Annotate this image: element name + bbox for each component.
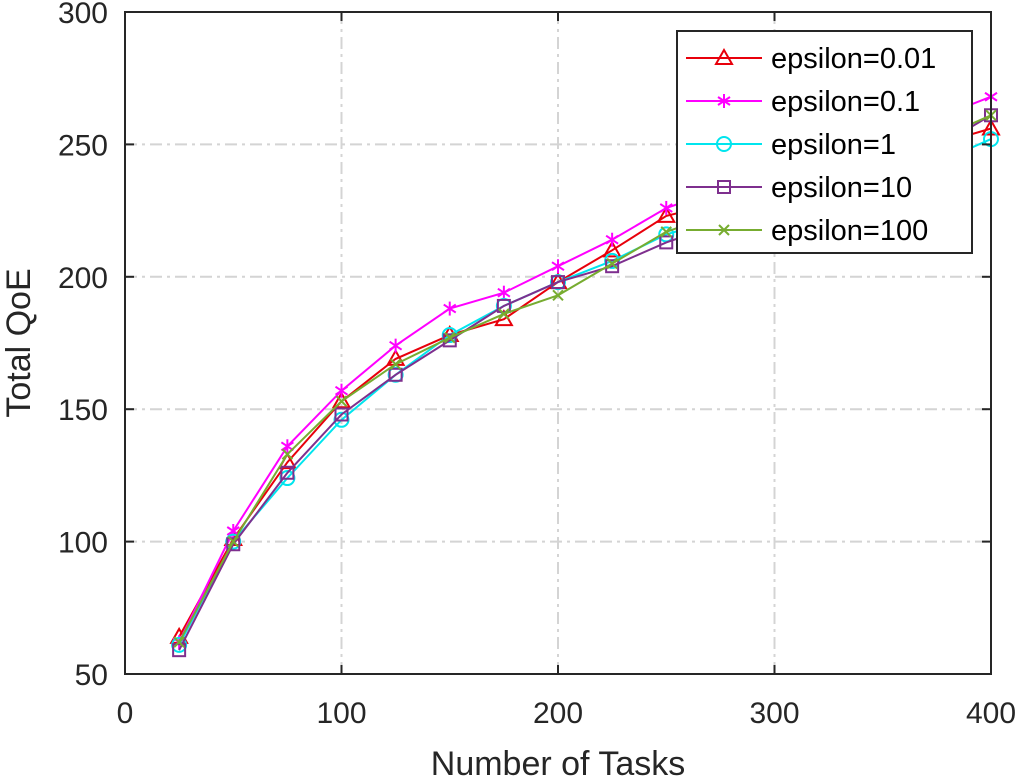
data-point <box>551 275 565 290</box>
data-point <box>551 259 565 274</box>
y-tick-label: 300 <box>58 0 108 30</box>
legend-marker <box>717 180 731 194</box>
data-point <box>606 257 618 270</box>
legend-item: epsilon=100 <box>686 215 928 247</box>
data-point <box>605 232 619 247</box>
y-tick-label: 250 <box>58 129 108 162</box>
data-point <box>497 285 511 300</box>
legend-item: epsilon=0.01 <box>686 43 936 75</box>
data-point <box>602 240 622 258</box>
x-tick-label: 300 <box>749 697 799 730</box>
data-point <box>659 200 673 215</box>
x-tick-label: 100 <box>316 697 366 730</box>
data-point <box>443 301 457 316</box>
y-tick-label: 150 <box>58 394 108 427</box>
x-axis-label: Number of Tasks <box>431 745 685 780</box>
data-point <box>660 226 672 238</box>
legend-item: epsilon=0.1 <box>686 86 920 118</box>
legend-label: epsilon=0.01 <box>771 43 936 75</box>
data-point <box>334 407 349 422</box>
y-tick-label: 100 <box>58 527 108 560</box>
data-point <box>281 448 294 460</box>
data-point <box>227 535 239 548</box>
y-tick-label: 50 <box>75 659 108 692</box>
y-tick-label: 200 <box>58 262 108 295</box>
legend-item: epsilon=1 <box>686 129 896 161</box>
data-point <box>331 391 352 409</box>
data-point <box>389 338 403 353</box>
y-axis-label: Total QoE <box>0 268 38 417</box>
x-tick-label: 0 <box>117 697 134 730</box>
data-point <box>226 537 241 552</box>
legend-item: epsilon=10 <box>686 172 912 204</box>
x-tick-label: 400 <box>966 697 1016 730</box>
legend: epsilon=0.01 epsilon=0.1 epsilon=1 epsilon=… <box>676 30 973 254</box>
legend-label: epsilon=1 <box>771 129 896 161</box>
legend-box <box>676 30 973 254</box>
data-point <box>444 331 456 344</box>
data-point <box>172 643 187 658</box>
data-point <box>388 367 403 382</box>
axis-ticks: 0 100 200 300 400 50 100 150 200 250 300 <box>58 0 1016 730</box>
x-tick-label: 200 <box>533 697 583 730</box>
data-point <box>498 308 510 320</box>
legend-label: epsilon=10 <box>771 172 912 204</box>
data-point <box>334 383 349 398</box>
legend-marker <box>714 47 734 65</box>
legend-label: epsilon=100 <box>771 215 928 247</box>
legend-marker <box>718 224 730 236</box>
data-point <box>280 465 295 480</box>
legend-marker <box>717 94 731 108</box>
data-point <box>335 395 348 407</box>
data-point <box>552 289 564 302</box>
data-point <box>389 358 402 370</box>
legend-marker <box>716 136 732 152</box>
data-point <box>659 235 674 250</box>
legend-label: epsilon=0.1 <box>771 86 920 118</box>
data-point <box>496 298 511 313</box>
data-point <box>173 636 185 648</box>
data-point <box>656 205 676 223</box>
